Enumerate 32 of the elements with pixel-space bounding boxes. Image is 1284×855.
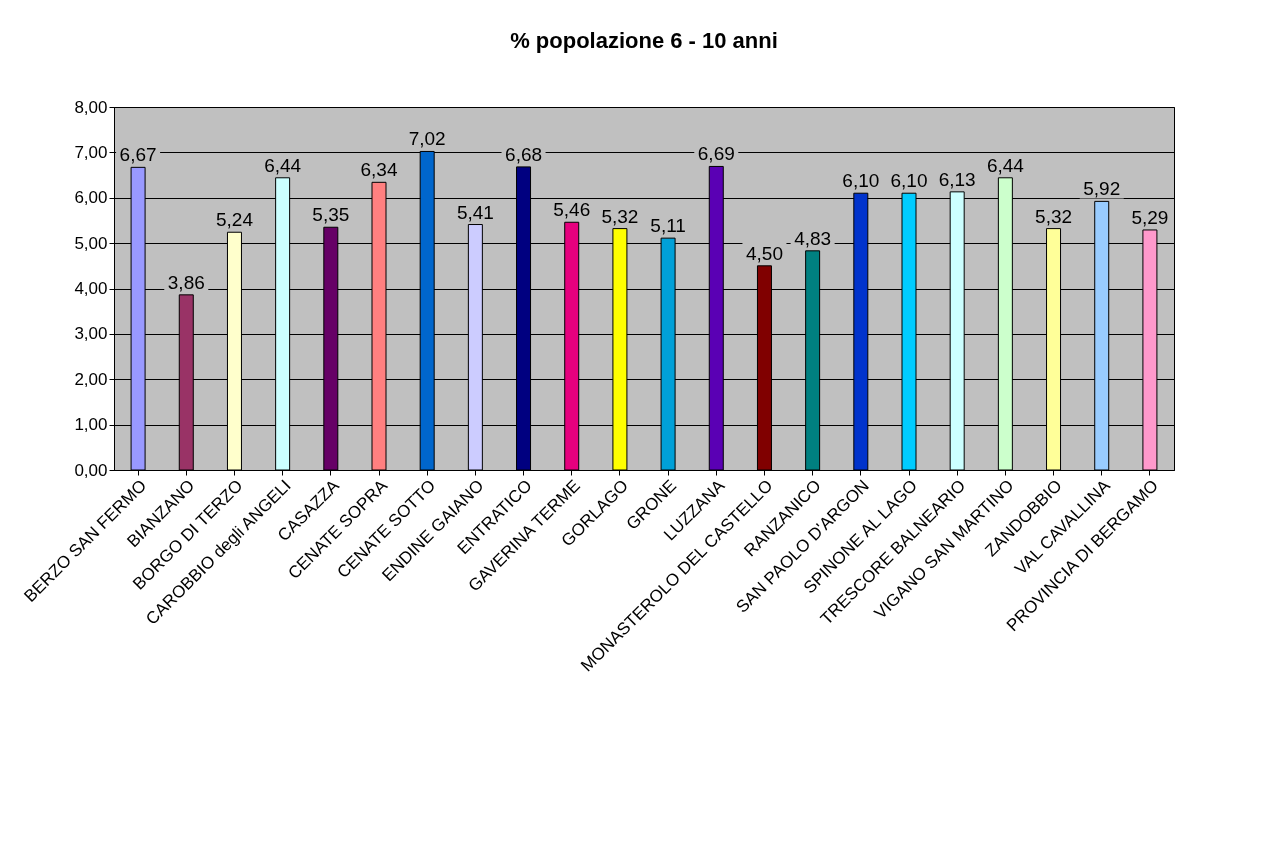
data-label: 5,41 <box>456 201 494 223</box>
data-label: 6,44 <box>264 154 302 176</box>
data-label: 3,86 <box>167 271 205 293</box>
y-tick-label: 3,00 <box>74 324 108 344</box>
y-tick-label: 0,00 <box>74 460 108 480</box>
data-label: 6,68 <box>505 143 543 165</box>
data-label: 6,67 <box>119 144 157 166</box>
y-tick-label: 7,00 <box>74 142 108 162</box>
data-label: 5,24 <box>215 209 254 231</box>
data-label: 6,10 <box>842 170 880 192</box>
data-label: 7,02 <box>408 128 446 150</box>
data-label: 6,34 <box>360 159 398 181</box>
data-label: 5,46 <box>553 199 591 221</box>
data-label: 5,32 <box>1035 205 1073 227</box>
y-tick-label: 8,00 <box>74 97 108 117</box>
y-tick-label: 4,00 <box>74 279 108 298</box>
data-label: 4,83 <box>794 227 832 249</box>
y-tick-label: 5,00 <box>74 233 108 253</box>
data-label: 5,92 <box>1083 178 1121 200</box>
data-label: 5,35 <box>312 204 350 226</box>
data-label: 6,13 <box>938 168 976 190</box>
data-label: 5,32 <box>601 205 639 227</box>
data-label: 4,50 <box>745 242 783 264</box>
data-label: 5,11 <box>650 215 686 237</box>
data-label: 6,10 <box>890 170 928 192</box>
y-tick-label: 2,00 <box>74 369 108 389</box>
y-tick-label: 6,00 <box>74 188 108 208</box>
chart-title: % popolazione 6 - 10 anni <box>510 28 778 53</box>
data-label: 5,29 <box>1131 206 1169 228</box>
data-label: 6,69 <box>697 143 735 165</box>
data-label: 6,44 <box>986 154 1025 176</box>
y-tick-label: 1,00 <box>74 415 108 435</box>
